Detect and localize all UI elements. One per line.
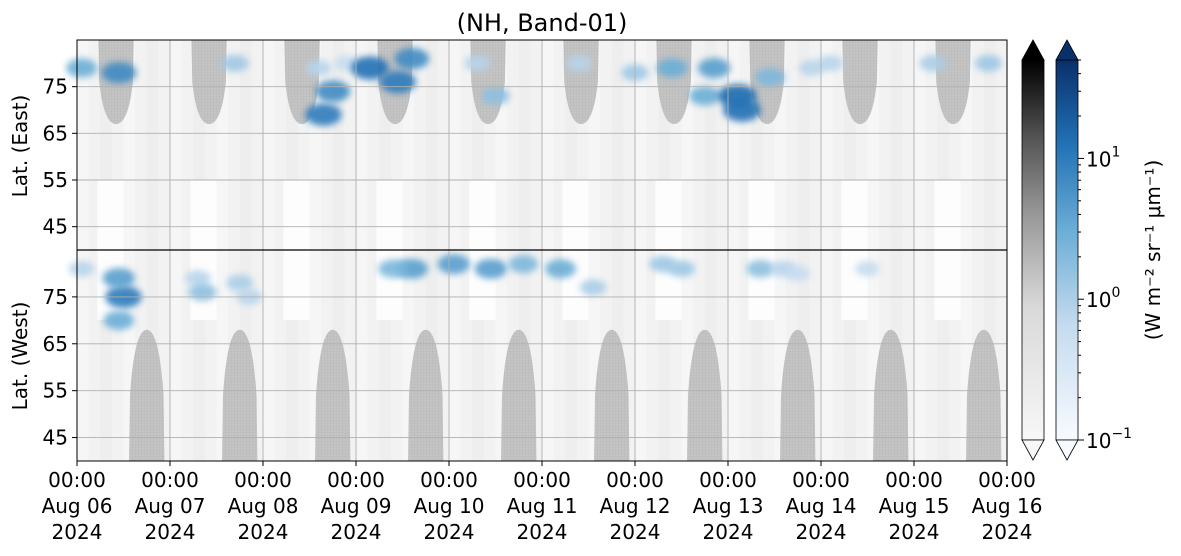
no-data-region: [501, 329, 537, 461]
colorbar-blues: [1055, 59, 1079, 441]
colorbar-tick-label: 101: [1086, 144, 1120, 171]
y-axis-label-west: Lat. (West): [8, 302, 32, 411]
emission-blob: [656, 58, 688, 78]
emission-blob: [315, 80, 351, 103]
emission-blob: [785, 265, 811, 282]
y-axis-label-east: Lat. (East): [8, 95, 32, 198]
emission-blob: [723, 98, 761, 122]
no-data-region: [687, 329, 723, 461]
no-data-region: [284, 40, 320, 124]
emission-blob: [226, 274, 254, 292]
emission-blob: [697, 57, 731, 79]
emission-blob: [974, 54, 1003, 72]
emission-blob: [221, 54, 249, 72]
x-tick-label: 00:00 Aug 13 2024: [693, 468, 764, 544]
emission-blob: [919, 55, 946, 72]
emission-blob: [474, 258, 508, 279]
auroral-emission: [66, 47, 1003, 330]
colorbar-greys-extend-max: [1021, 39, 1045, 61]
y-tick-label: 45: [43, 215, 68, 239]
colorbar-label: (W m⁻² sr⁻¹ μm⁻¹): [1141, 160, 1165, 341]
emission-blob: [545, 259, 577, 279]
colorbar-tick-label: 100: [1086, 285, 1120, 312]
x-tick-label: 00:00 Aug 11 2024: [507, 468, 578, 544]
colorbars: 10−1 100 101: [1021, 39, 1132, 461]
no-data-region: [966, 329, 1002, 461]
y-tick-label: 65: [43, 332, 68, 356]
emission-blob: [66, 58, 98, 78]
x-tick-label: 00:00 Aug 10 2024: [414, 468, 485, 544]
y-ticks-east: 45 55 65 75: [43, 75, 77, 239]
emission-blob: [755, 68, 785, 87]
x-tick-label: 00:00 Aug 08 2024: [228, 468, 299, 544]
y-tick-label: 55: [43, 168, 68, 192]
no-data-region: [873, 329, 909, 461]
y-tick-label: 75: [43, 285, 68, 309]
emission-blob: [667, 260, 696, 278]
y-tick-label: 75: [43, 75, 68, 99]
no-data-region: [594, 329, 630, 461]
y-tick-label: 65: [43, 121, 68, 145]
colorbar-blues-extend-min: [1055, 439, 1079, 461]
emission-blob: [437, 254, 470, 275]
x-tick-label: 00:00 Aug 12 2024: [600, 468, 671, 544]
emission-blob: [68, 260, 95, 277]
no-data-region: [780, 329, 816, 461]
emission-blob: [101, 61, 137, 84]
emission-blob: [394, 47, 430, 70]
emission-blob: [379, 70, 417, 94]
x-tick-label: 00:00 Aug 14 2024: [786, 468, 857, 544]
no-data-region: [191, 40, 227, 124]
x-tick-label: 00:00 Aug 09 2024: [321, 468, 392, 544]
x-ticks: 00:00 Aug 06 2024 00:00 Aug 07 2024 00:00 Aug 0…: [42, 461, 1043, 544]
y-tick-label: 55: [43, 379, 68, 403]
x-tick-label: 00:00 Aug 16 2024: [972, 468, 1043, 544]
chart-title: (NH, Band-01): [457, 9, 628, 37]
plot-area: [66, 39, 1008, 462]
emission-blob: [464, 55, 490, 72]
x-tick-label: 00:00 Aug 07 2024: [135, 468, 206, 544]
emission-blob: [305, 103, 342, 126]
y-tick-label: 45: [43, 426, 68, 450]
no-data-region: [408, 329, 444, 461]
x-tick-label: 00:00 Aug 06 2024: [42, 468, 113, 544]
emission-blob: [579, 279, 607, 296]
colorbar-blues-extend-max: [1055, 39, 1079, 61]
colorbar-ticks: 10−1 100 101: [1078, 59, 1132, 453]
emission-blob: [185, 270, 211, 287]
emission-blob: [351, 56, 389, 80]
emission-blob: [188, 283, 217, 302]
no-data-region: [842, 40, 878, 124]
no-data-region: [222, 329, 258, 461]
emission-blob: [481, 87, 510, 105]
emission-blob: [103, 310, 135, 330]
emission-blob: [746, 259, 775, 278]
emission-blob: [817, 55, 844, 72]
emission-blob: [305, 60, 332, 76]
x-tick-label: 00:00 Aug 15 2024: [879, 468, 950, 544]
no-data-regions-east: [98, 40, 971, 124]
emission-blob: [102, 268, 136, 289]
colorbar-greys-extend-min: [1021, 439, 1045, 461]
no-data-region: [129, 329, 165, 461]
y-ticks-west: 75 65 55 45: [43, 285, 77, 450]
no-data-region: [315, 329, 351, 461]
emission-blob: [689, 86, 721, 106]
emission-blob: [378, 259, 409, 278]
colorbar-tick-label: 10−1: [1086, 426, 1132, 453]
emission-blob: [508, 254, 539, 274]
colorbar-greys: [1021, 59, 1045, 441]
no-data-regions-west: [129, 329, 1002, 461]
emission-blob: [855, 261, 880, 277]
emission-blob: [566, 55, 593, 72]
